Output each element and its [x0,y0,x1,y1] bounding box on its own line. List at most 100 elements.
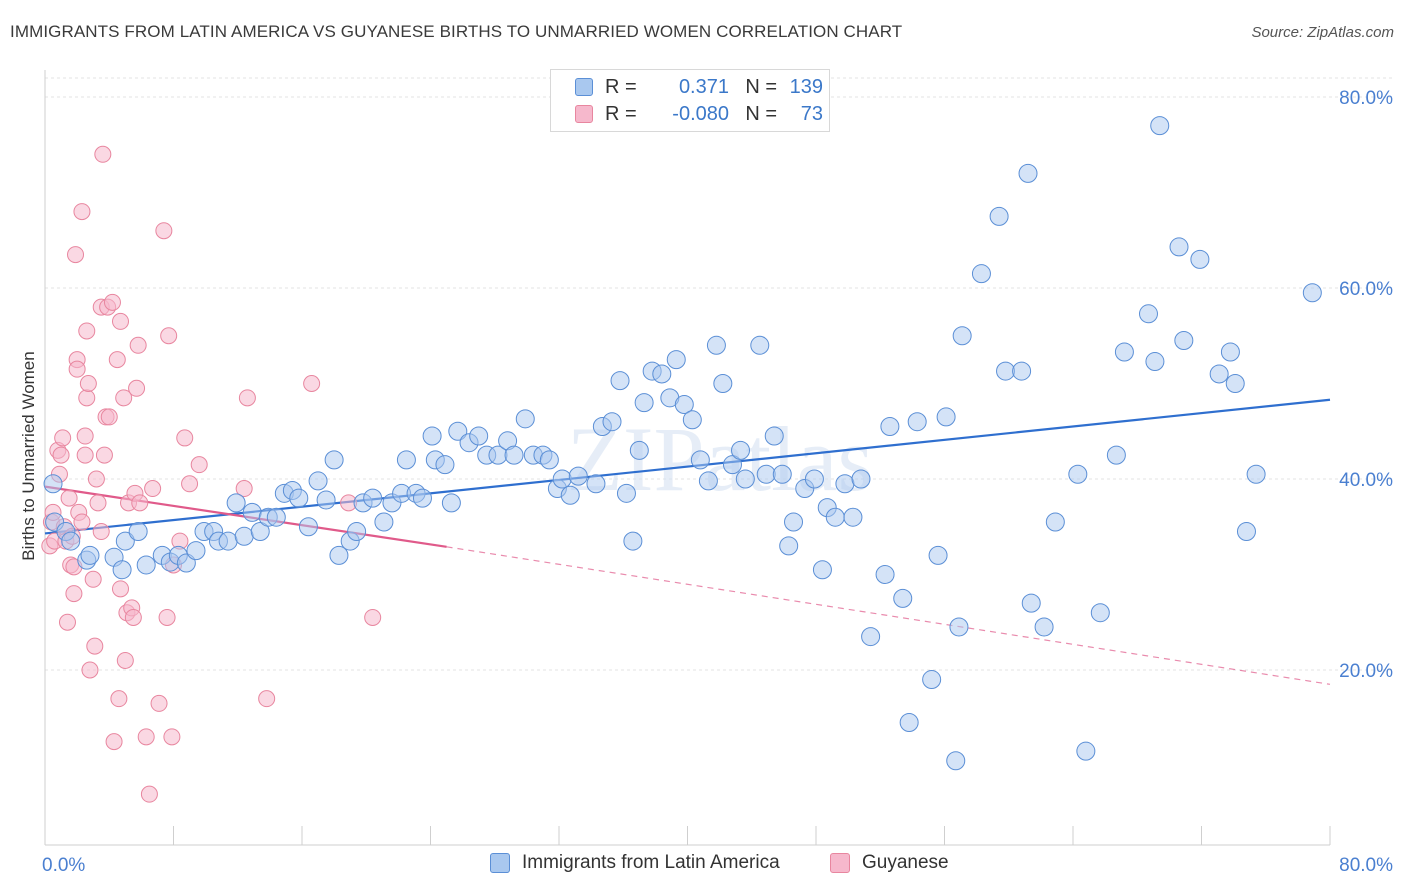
latin-america-point [115,531,135,551]
guyanese-point [84,570,102,588]
guyanese-point [129,336,147,354]
latin-america-point [825,507,845,527]
guyanese-point [111,312,129,330]
latin-america-point [652,364,672,384]
latin-america-point [289,488,309,508]
latin-america-point [893,588,913,608]
latin-america-point [835,474,855,494]
guyanese-point [103,293,121,311]
latin-america-point [552,469,572,489]
guyanese-point [108,351,126,369]
guyanese-point [140,785,158,803]
latin-america-point [136,555,156,575]
latin-america-point [1068,464,1088,484]
x-tick-label: 80.0% [1339,855,1393,876]
legend-r-label: R = [605,102,637,125]
latin-america-point [996,361,1016,381]
guyanese-point [115,389,133,407]
latin-america-point [629,440,649,460]
latin-america-point [1190,249,1210,269]
latin-america-point [936,407,956,427]
guyanese-point [60,489,78,507]
legend-row-latin-america: R = 0.371 N = 139 [575,75,823,99]
latin-america-point [441,493,461,513]
guyanese-point [100,408,118,426]
legend-swatch-pink [575,105,593,123]
latin-america-point [347,522,367,542]
y-tick-label: 60.0% [1339,279,1393,300]
latin-america-point [922,670,942,690]
latin-america-point [764,426,784,446]
latin-america-point [1114,342,1134,362]
latin-america-point [1045,512,1065,532]
latin-america-point [843,507,863,527]
latin-america-point [1076,741,1096,761]
guyanese-point [124,608,142,626]
guyanese-point [110,690,128,708]
latin-america-point [515,409,535,429]
guyanese-point [163,728,181,746]
guyanese-point [87,470,105,488]
guyanese-point [303,375,321,392]
guyanese-point [128,379,146,397]
latin-america-point [682,410,702,430]
latin-america-point [1145,352,1165,372]
latin-america-point [242,502,262,522]
latin-america-point [713,374,733,393]
guyanese-point [105,733,123,751]
legend-swatch-pink [830,853,850,873]
guyanese-point [176,429,194,447]
latin-america-point [634,393,654,413]
guyanese-point [73,513,91,531]
guyanese-point [68,360,86,378]
legend-swatch-blue [575,78,593,96]
latin-america-point [1150,116,1170,136]
guyanese-point [78,389,96,407]
latin-america-point [928,545,948,565]
guyanese-point [131,494,149,512]
latin-america-point [602,412,622,432]
latin-america-point [363,488,383,508]
guyanese-point [94,145,112,163]
guyanese-point [190,456,208,474]
guyanese-point [258,690,276,708]
latin-america-point [880,416,900,436]
latin-america-point [706,335,726,355]
latin-america-point [226,493,246,513]
latin-america-point [1174,331,1194,351]
guyanese-point [150,694,168,712]
y-tick-label: 20.0% [1339,661,1393,682]
latin-america-point [756,464,776,484]
latin-america-point [586,474,606,494]
latin-america-point [861,627,881,647]
latin-america-point [804,469,824,489]
guyanese-point [58,613,76,631]
latin-america-point [750,335,770,355]
latin-america-point [504,445,524,465]
x-tick-label: 0.0% [42,855,85,876]
legend-r-value: -0.080 [672,102,729,125]
latin-america-point [875,565,895,584]
guyanese-point [81,661,99,679]
latin-america-point [435,455,455,475]
guyanese-point [160,327,178,345]
latin-america-point [250,522,270,542]
latin-america-point [812,560,832,580]
guyanese-point [76,446,94,464]
y-tick-label: 40.0% [1339,470,1393,491]
latin-america-point [666,350,686,370]
legend-n-label: N = [745,102,777,125]
latin-america-point [731,440,751,460]
latin-america-point [422,426,442,446]
latin-america-point [329,545,349,565]
guyanese-point [86,637,104,655]
latin-america-point [43,474,63,494]
legend-r-value: 0.371 [678,75,729,98]
legend-item-guyanese: Guyanese [830,852,949,874]
series-legend: Immigrants from Latin America Guyanese [0,852,1406,878]
latin-america-point [469,426,489,446]
guyanese-point [78,322,96,340]
correlation-legend: R = 0.371 N = 139 R = -0.080 N = 73 [550,69,830,132]
legend-n-value: 73 [800,102,823,125]
guyanese-point [52,446,70,464]
